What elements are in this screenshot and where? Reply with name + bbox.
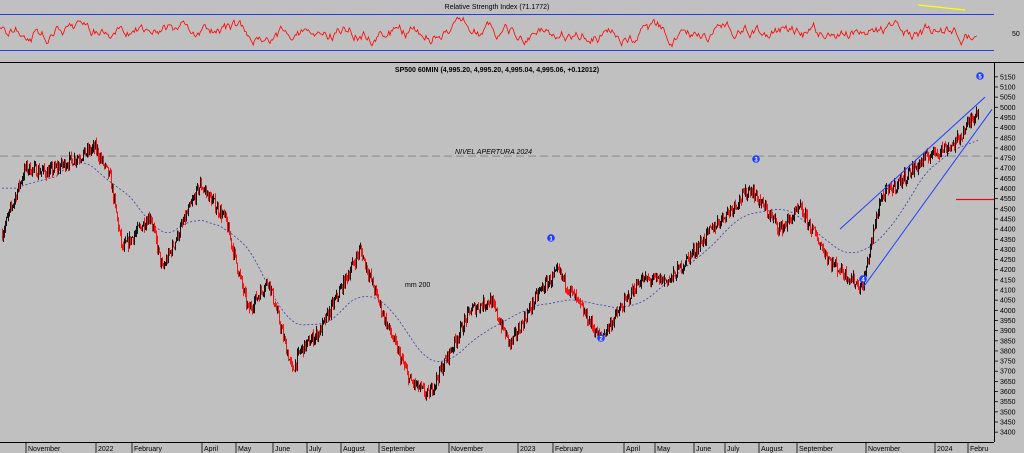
wave-labels: 1 2 3 4 5 xyxy=(547,72,984,342)
y-tick-label: 5100 xyxy=(1000,85,1016,92)
y-tick-label: 3450 xyxy=(1000,420,1016,427)
y-tick-label: 4350 xyxy=(1000,237,1016,244)
x-tick-label: Febru xyxy=(970,446,988,453)
channel-lower-line xyxy=(861,109,993,290)
y-tick-label: 4100 xyxy=(1000,288,1016,295)
x-axis: November 2022 February April May June July Augu… xyxy=(25,442,988,453)
x-tick-label: 2022 xyxy=(98,446,114,453)
x-tick-label: 2024 xyxy=(937,446,953,453)
x-tick-label: September xyxy=(799,446,834,453)
x-tick-label: November xyxy=(451,446,484,453)
rsi-mid-label: 50 xyxy=(1012,31,1020,38)
x-tick-label: July xyxy=(309,446,322,453)
x-tick-label: June xyxy=(696,446,711,453)
rsi-panel: Relative Strength Index (71.1772) 50 xyxy=(0,2,1024,62)
y-tick-label: 4200 xyxy=(1000,267,1016,274)
y-tick-label: 4500 xyxy=(1000,206,1016,213)
x-tick-label: September xyxy=(381,446,416,453)
y-tick-label: 3700 xyxy=(1000,369,1016,376)
x-tick-label: August xyxy=(761,446,783,453)
x-tick-label: April xyxy=(626,446,640,453)
moving-average-200 xyxy=(2,140,979,362)
wave-number: 3 xyxy=(754,157,758,163)
x-tick-label: February xyxy=(134,446,163,453)
y-tick-label: 4650 xyxy=(1000,176,1016,183)
y-tick-label: 4050 xyxy=(1000,298,1016,305)
x-tick-label: July xyxy=(727,446,740,453)
wave-number: 1 xyxy=(549,236,553,242)
x-tick-label: November xyxy=(28,446,61,453)
y-tick-label: 4300 xyxy=(1000,247,1016,254)
y-tick-label: 4850 xyxy=(1000,135,1016,142)
y-tick-label: 4950 xyxy=(1000,115,1016,122)
wave-marker xyxy=(752,155,760,163)
channel-upper-line xyxy=(839,96,986,230)
y-tick-label: 4250 xyxy=(1000,257,1016,264)
y-tick-label: 3900 xyxy=(1000,328,1016,335)
y-tick-label: 4150 xyxy=(1000,277,1016,284)
y-tick-label: 4450 xyxy=(1000,216,1016,223)
x-tick-label: February xyxy=(555,446,584,453)
price-title: SP500 60MIN (4,995.20, 4,995.20, 4,995.0… xyxy=(395,67,599,74)
x-tick-label: 2023 xyxy=(520,446,536,453)
y-tick-label: 5050 xyxy=(1000,95,1016,102)
y-tick-label: 4700 xyxy=(1000,166,1016,173)
y-axis: 3400 3450 3500 3550 3600 3650 3700 3750 3800 3850… xyxy=(994,74,1016,437)
price-panel: SP500 60MIN (4,995.20, 4,995.20, 4,995.0… xyxy=(0,63,1016,442)
y-tick-label: 3750 xyxy=(1000,359,1016,366)
rsi-panel-frame xyxy=(0,2,1024,62)
y-tick-label: 4400 xyxy=(1000,227,1016,234)
opening-level-label: NIVEL APERTURA 2024 xyxy=(455,149,532,156)
y-tick-label: 5000 xyxy=(1000,105,1016,112)
x-tick-label: April xyxy=(204,446,218,453)
x-tick-label: August xyxy=(343,446,365,453)
y-tick-label: 3950 xyxy=(1000,318,1016,325)
y-tick-label: 3600 xyxy=(1000,389,1016,396)
x-tick-label: May xyxy=(657,446,671,453)
y-tick-label: 4900 xyxy=(1000,125,1016,132)
y-tick-label: 3550 xyxy=(1000,399,1016,406)
y-tick-label: 3800 xyxy=(1000,348,1016,355)
x-tick-label: June xyxy=(275,446,290,453)
rsi-divergence-line xyxy=(917,4,966,11)
wave-number: 4 xyxy=(861,277,865,283)
wave-marker xyxy=(976,72,984,80)
y-tick-label: 3850 xyxy=(1000,338,1016,345)
ma-label: mm 200 xyxy=(405,282,430,289)
y-tick-label: 4550 xyxy=(1000,196,1016,203)
y-tick-label: 4800 xyxy=(1000,145,1016,152)
y-tick-label: 4750 xyxy=(1000,156,1016,163)
wave-number: 2 xyxy=(599,336,603,342)
wave-marker xyxy=(597,334,605,342)
rsi-title: Relative Strength Index (71.1772) xyxy=(445,4,550,11)
y-tick-label: 3500 xyxy=(1000,409,1016,416)
trend-channel xyxy=(839,96,993,290)
y-tick-label: 3400 xyxy=(1000,430,1016,437)
rsi-line xyxy=(0,16,977,48)
x-tick-label: May xyxy=(238,446,252,453)
y-tick-label: 4000 xyxy=(1000,308,1016,315)
wave-marker xyxy=(859,275,867,283)
x-tick-label: November xyxy=(868,446,901,453)
y-tick-label: 3650 xyxy=(1000,379,1016,386)
y-tick-label: 5150 xyxy=(1000,74,1016,81)
candles xyxy=(2,106,979,401)
y-tick-label: 4600 xyxy=(1000,186,1016,193)
wave-marker xyxy=(547,234,555,242)
wave-number: 5 xyxy=(978,74,982,80)
